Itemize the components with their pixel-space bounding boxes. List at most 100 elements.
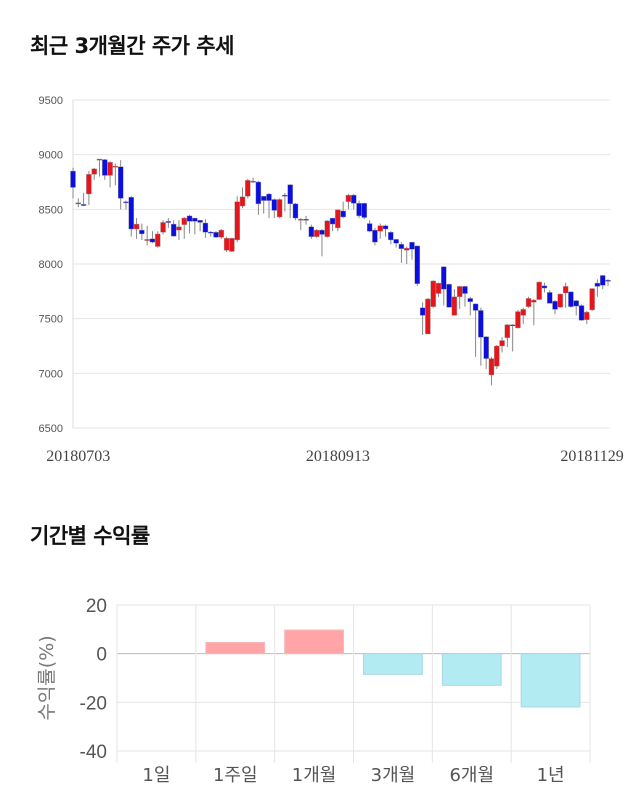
candle-body	[578, 305, 585, 321]
candle-body	[260, 196, 267, 201]
candle-body	[192, 217, 198, 222]
candle-body	[430, 280, 436, 307]
candle-body	[562, 286, 569, 294]
candle-body	[91, 168, 97, 175]
candle-body	[239, 196, 246, 207]
candle-body	[112, 165, 119, 168]
x-tick-label: 1개월	[292, 765, 337, 786]
x-tick-label: 20180913	[306, 448, 370, 465]
candle-body	[255, 181, 262, 205]
candle-body	[515, 311, 521, 329]
candle-body	[96, 158, 103, 161]
candle-body	[494, 345, 500, 367]
candle-body	[531, 299, 537, 303]
candle-body	[382, 225, 389, 230]
candle-body	[181, 217, 187, 225]
x-tick-label: 6개월	[449, 765, 494, 786]
x-tick-label: 1년	[537, 765, 565, 786]
candle-body	[123, 201, 129, 204]
candlestick-chart: 9500 9000 8500 8000 7500 7000 6500 20180703 2018…	[39, 95, 624, 465]
candle-body	[525, 298, 532, 307]
candle-body	[435, 282, 442, 294]
candle-body	[467, 298, 473, 302]
candle-body	[155, 233, 161, 247]
price-trend-title: 최근 3개월간 주가 추세	[30, 34, 234, 58]
candle-body	[605, 279, 611, 282]
candle-body	[186, 215, 193, 222]
candle-body	[86, 174, 92, 195]
candle-body	[451, 296, 458, 316]
candle-body	[208, 231, 214, 234]
candle-body	[160, 222, 166, 233]
candle-body	[351, 194, 357, 204]
candle-body	[229, 238, 235, 252]
candle-body	[377, 225, 383, 232]
candle-body	[509, 324, 516, 327]
candle-body	[388, 232, 394, 241]
return-bar	[363, 653, 423, 675]
candle-body	[197, 220, 203, 223]
candle-body	[584, 311, 590, 320]
candle-body	[520, 309, 526, 316]
candle-body	[462, 286, 468, 294]
candle-body	[213, 232, 219, 238]
candle-body	[165, 221, 172, 223]
candle-body	[589, 288, 595, 311]
period-return-title: 기간별 수익률	[30, 524, 150, 548]
candle-body	[266, 193, 272, 201]
candle-body	[250, 180, 256, 183]
candle-body	[361, 203, 368, 218]
candle-body	[557, 293, 564, 308]
candle-body	[552, 300, 558, 310]
y-tick-label: 9500	[39, 95, 63, 107]
y-tick-label: -20	[80, 693, 107, 714]
candle-body	[425, 298, 431, 335]
candle-body	[223, 238, 230, 251]
return-bar	[205, 641, 266, 655]
candle-body	[245, 180, 251, 197]
candle-body	[573, 300, 579, 307]
candle-body	[446, 284, 452, 308]
return-bar	[441, 653, 502, 686]
candle-body	[366, 223, 373, 232]
candle-body	[478, 310, 484, 338]
candle-body	[287, 184, 293, 205]
candle-body	[472, 303, 479, 311]
candle-body	[541, 285, 548, 289]
candle-body	[324, 220, 330, 237]
y-tick-label: 20	[86, 596, 107, 617]
candle-body	[393, 239, 399, 244]
y-tick-label: 0	[96, 645, 107, 666]
candle-body	[303, 218, 309, 221]
candle-body	[218, 229, 225, 238]
return-bar	[520, 653, 581, 708]
candle-body	[144, 239, 150, 241]
x-tick-label: 1일	[142, 765, 170, 786]
candle-body	[282, 194, 288, 197]
candle-body	[340, 210, 346, 218]
candle-body	[547, 292, 553, 304]
candle-body	[107, 162, 113, 176]
y-tick-label: 9000	[39, 150, 63, 162]
candle-body	[102, 159, 108, 176]
y-tick-label: 6500	[39, 423, 63, 435]
candle-body	[488, 358, 495, 376]
candle-body	[483, 336, 489, 359]
candle-body	[499, 340, 505, 347]
candle-body	[313, 229, 320, 237]
candle-body	[441, 266, 447, 290]
x-tick-label: 1주일	[213, 765, 258, 786]
candle-body	[308, 226, 315, 237]
candle-body	[456, 286, 463, 297]
candle-body	[329, 217, 336, 225]
candle-body	[356, 203, 362, 217]
candle-body	[345, 194, 352, 202]
candle-body	[133, 223, 140, 230]
candle-body	[414, 245, 421, 284]
y-axis-label: 수익률(%)	[36, 635, 58, 720]
candle-body	[600, 275, 606, 286]
x-tick-label: 20180703	[46, 448, 110, 465]
candle-body	[404, 247, 410, 251]
candle-body	[70, 170, 76, 188]
